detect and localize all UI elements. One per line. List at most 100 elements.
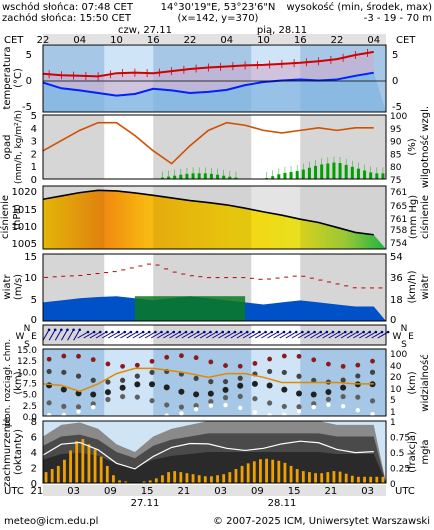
fog-bar (228, 472, 232, 483)
cloud-depth-dot (46, 356, 52, 362)
wind-arrow (193, 331, 205, 339)
cloud-depth-dot (178, 404, 185, 410)
wind-right-title: wiatr (420, 274, 431, 300)
footer-email[interactable]: meteo@icm.edu.pl (4, 516, 98, 527)
precip-day-night-bands (43, 115, 386, 179)
press-tick-1020: 1020 (12, 187, 37, 198)
compass-right-s: S (401, 340, 407, 350)
wind-arrow (273, 331, 285, 339)
cloud-depth-dot (163, 384, 170, 391)
elevation-values: -3 - 19 - 70 m (364, 13, 432, 24)
visibility-tick: 100 (390, 350, 407, 360)
wind-arrow-head (264, 330, 267, 334)
cloud-depth-dot (311, 404, 316, 410)
wind-arrow-head (190, 330, 194, 334)
visibility-tick: 40 (390, 362, 402, 372)
cloud-depth-dot (164, 354, 170, 360)
temperature-lines (42, 48, 374, 97)
temp-tick-left-0: 0 (26, 76, 32, 87)
cloud-depth-dot (281, 369, 287, 376)
wind-arrow-head (282, 330, 286, 334)
fog-bar (87, 444, 91, 483)
wind-tick-0: 0 (31, 315, 37, 326)
fog-bar (56, 465, 60, 483)
cloud-depth-dot (369, 369, 376, 375)
cloud-depth-dot (46, 413, 52, 418)
cloud-depth-dot (60, 386, 67, 393)
cloud-depth-dot (281, 353, 287, 359)
precip-tick: 2 (31, 149, 37, 160)
fog-bar (50, 469, 54, 483)
temperature-frame (42, 44, 387, 113)
wind-arrow-head (53, 328, 57, 332)
wind-arrow-head (66, 328, 69, 332)
top-date-2: pią, 28.11 (257, 25, 307, 36)
cloud-depth-dot (281, 403, 287, 410)
press-tick-1005: 1005 (12, 239, 37, 250)
top-hour-label: 10 (110, 35, 123, 46)
cloud-tick: 8 (31, 417, 37, 428)
wind-arrow-head (221, 330, 225, 334)
precip-tick: 1 (31, 162, 37, 173)
humidity-unit: (%) (407, 138, 418, 155)
humidity-polyline (42, 121, 374, 165)
wind-arrow (303, 331, 315, 339)
compass-right-e: E (408, 332, 414, 342)
humidity-tick: 90 (390, 138, 402, 148)
wind-tick-10: 10 (24, 273, 37, 284)
fog-bar (326, 472, 330, 483)
wind-arrow (156, 331, 168, 339)
sunset-text: zachód słońca: 15:50 CET (2, 12, 132, 24)
cloud-depth-dot (252, 361, 258, 366)
fog-bar (369, 476, 373, 483)
wind-arrow (279, 331, 291, 339)
fog-bar (265, 458, 268, 483)
grid-text: (x=142, y=370) (178, 13, 259, 24)
fog-bar (240, 465, 244, 483)
night-band-0 (43, 115, 105, 179)
temp-tick-right-m5: -5 (392, 102, 402, 113)
pressure-night-shade-2 (300, 186, 386, 249)
cloud-depth-dot (149, 369, 155, 375)
cloud-depth-dot (281, 386, 288, 393)
press-tick-1010: 1010 (12, 222, 37, 233)
cloud-depth-dot (208, 398, 214, 405)
wind-arrow-head (313, 330, 316, 334)
top-hour-label: 16 (147, 35, 160, 46)
cloud-depth-dot (61, 369, 67, 375)
coords-text: 14°30'19"E, 53°23'6"N (161, 2, 276, 13)
cloud-depth-dot (76, 409, 81, 414)
bottom-axis-bar (43, 485, 386, 496)
top-hour-label: 10 (257, 35, 270, 46)
cloud-depth-dot (75, 373, 82, 379)
cloud-depth-dot (311, 377, 317, 383)
cloud-tick: 4 (31, 448, 37, 459)
top-hour-label: 04 (367, 35, 380, 46)
fog-tick: 0.25 (390, 465, 410, 475)
wind-arrow-head (276, 330, 280, 334)
wind-arrow (163, 331, 175, 339)
cloud-depth-dot (104, 389, 111, 396)
wind-speed-area (43, 296, 386, 321)
wind-arrow-head (60, 328, 63, 332)
wind-arrow-head (147, 330, 151, 334)
night-band-0 (43, 325, 105, 345)
temp-tick-left-5: 5 (26, 50, 32, 61)
bottom-hour-label: 21 (31, 486, 44, 497)
wind-arrow-head (245, 330, 249, 334)
wind-arrow-head (337, 330, 341, 334)
cloud-depth-dot (208, 359, 214, 365)
cloud-depth-dot (267, 356, 273, 362)
fog-bar (210, 476, 213, 483)
wind-arrow (132, 331, 144, 339)
compass-left: N W E S (16, 324, 38, 350)
compass-left-e: E (31, 332, 37, 342)
wind-arrow (359, 331, 371, 339)
wind-arrow-head (356, 330, 359, 334)
wind-arrow (205, 331, 217, 339)
wind-arrow (67, 329, 74, 341)
cloud-depth-dot (222, 378, 229, 385)
wind-arrow-head (117, 330, 120, 334)
top-hour-label: 22 (184, 35, 197, 46)
cloud-depth-dot (311, 401, 317, 407)
